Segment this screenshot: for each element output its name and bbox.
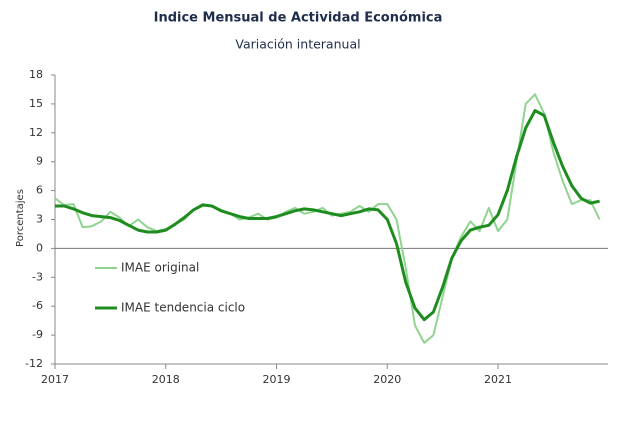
legend-label: IMAE original: [121, 261, 199, 275]
y-tick-label: -9: [32, 328, 43, 341]
y-tick-label: -6: [32, 299, 43, 312]
y-tick-label: 9: [36, 155, 43, 168]
y-tick-label: -3: [32, 270, 43, 283]
x-tick-label: 2018: [152, 373, 180, 386]
y-tick-label: 18: [29, 68, 43, 81]
y-tick-label: 12: [29, 126, 43, 139]
x-tick-label: 2020: [373, 373, 401, 386]
legend-label: IMAE tendencia ciclo: [121, 301, 245, 315]
y-tick-label: 0: [36, 241, 43, 254]
y-tick-label: 6: [36, 184, 43, 197]
y-tick-label: 3: [36, 213, 43, 226]
y-tick-label: 15: [29, 97, 43, 110]
chart-subtitle: Variación interanual: [235, 37, 360, 52]
x-tick-label: 2021: [484, 373, 512, 386]
y-tick-label: -12: [25, 357, 43, 370]
x-tick-label: 2019: [263, 373, 291, 386]
x-tick-label: 2017: [41, 373, 69, 386]
series-line: [55, 109, 600, 322]
chart-title: Indice Mensual de Actividad Económica: [154, 11, 443, 26]
y-axis-label: Porcentajes: [15, 189, 26, 247]
